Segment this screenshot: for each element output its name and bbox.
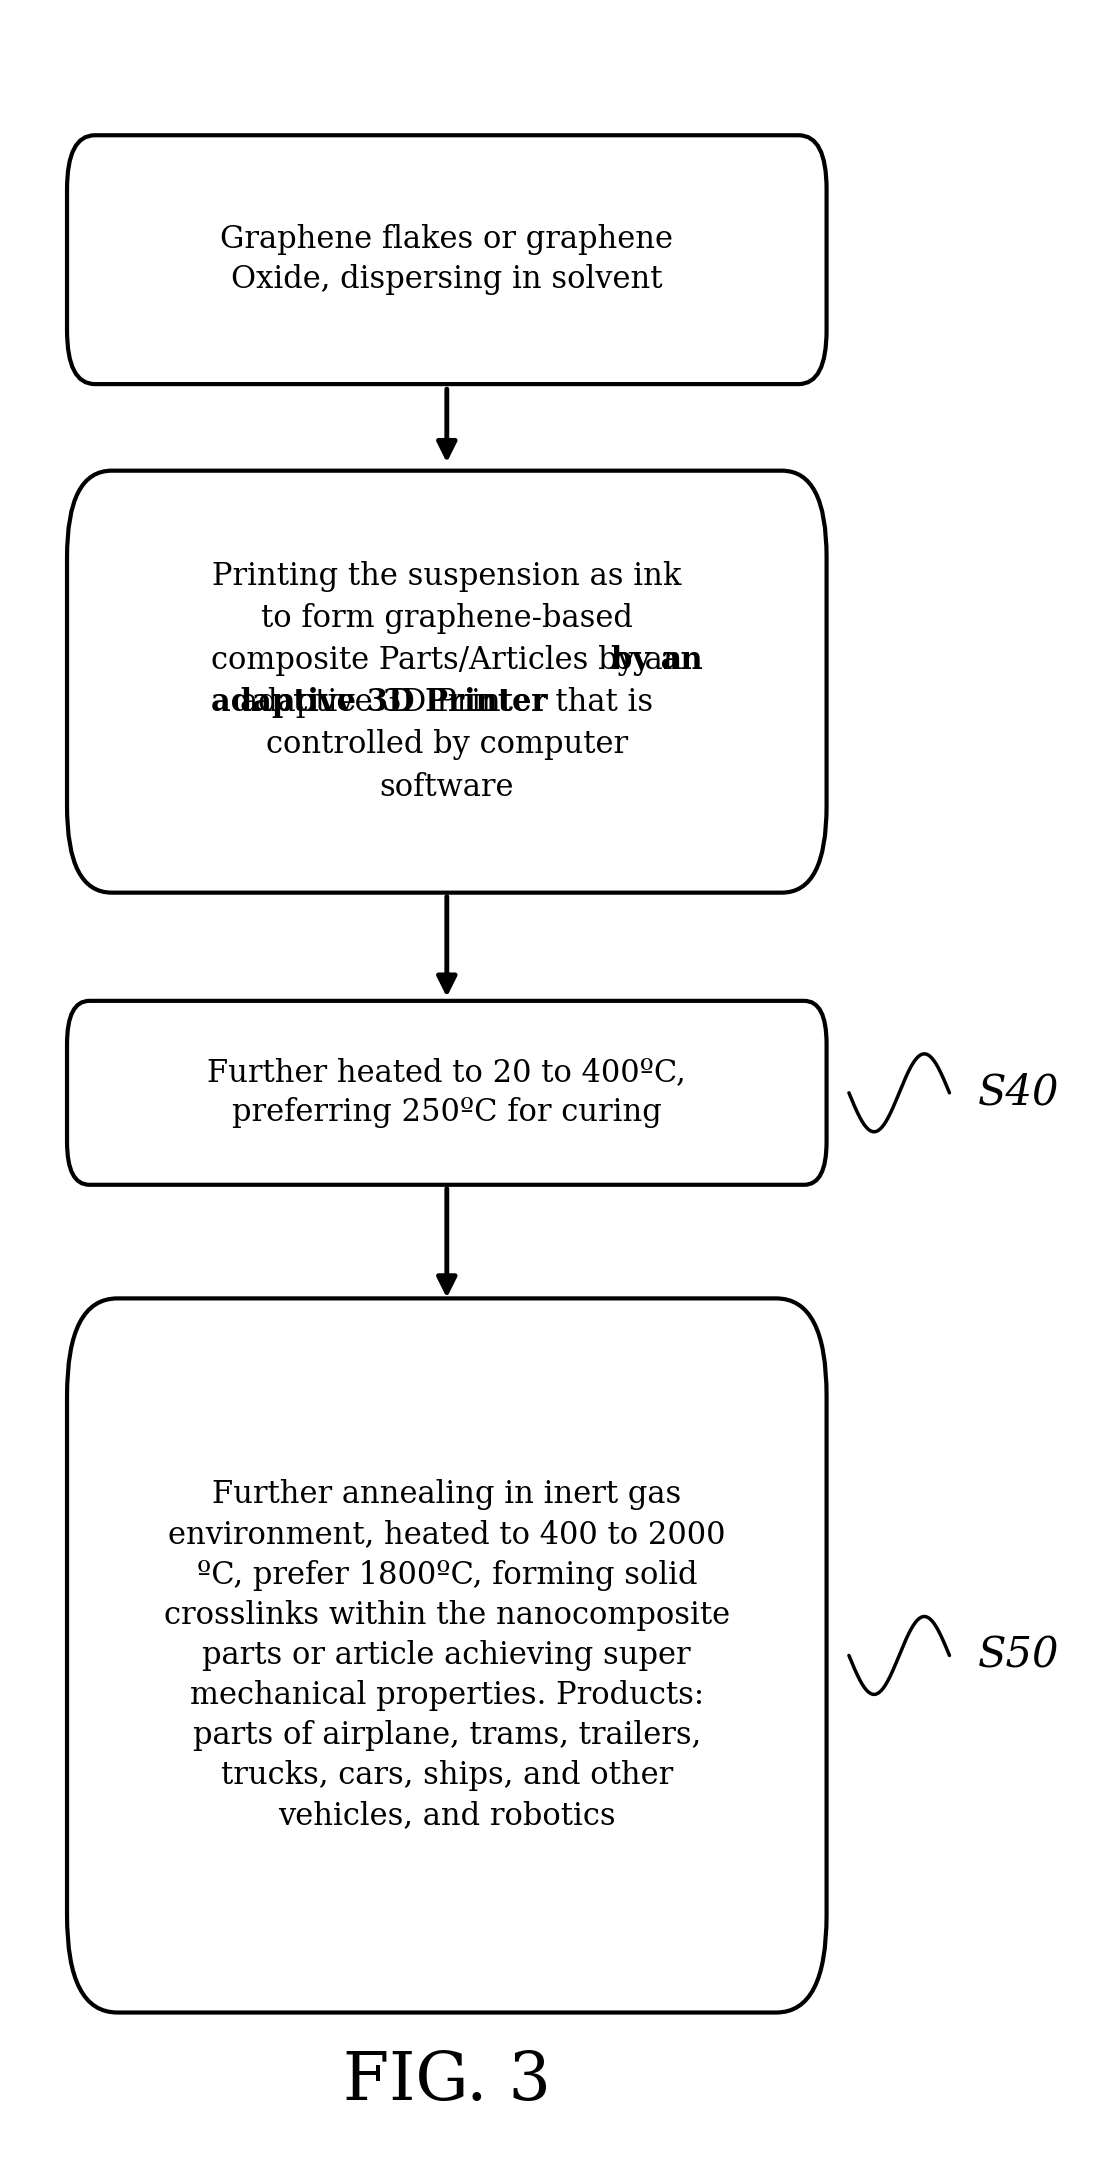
Text: by an: by an — [611, 645, 703, 675]
Text: Graphene flakes or graphene
Oxide, dispersing in solvent: Graphene flakes or graphene Oxide, dispe… — [220, 225, 674, 294]
Text: Further heated to 20 to 400ºC,
preferring 250ºC for curing: Further heated to 20 to 400ºC, preferrin… — [208, 1058, 686, 1127]
Text: S40: S40 — [977, 1071, 1059, 1114]
Text: adaptive 3D Printer that is: adaptive 3D Printer that is — [240, 688, 653, 718]
Text: to form graphene-based: to form graphene-based — [261, 604, 632, 634]
Text: FIG. 3: FIG. 3 — [343, 2049, 551, 2114]
Text: composite Parts/Articles by an: composite Parts/Articles by an — [211, 645, 682, 675]
FancyBboxPatch shape — [67, 134, 827, 385]
FancyBboxPatch shape — [67, 1000, 827, 1186]
Text: software: software — [380, 773, 514, 803]
Text: S50: S50 — [977, 1634, 1059, 1677]
FancyBboxPatch shape — [67, 472, 827, 892]
Text: Further annealing in inert gas
environment, heated to 400 to 2000
ºC, prefer 180: Further annealing in inert gas environme… — [164, 1480, 729, 1831]
Text: adaptive 3D Printer: adaptive 3D Printer — [211, 688, 548, 718]
FancyBboxPatch shape — [67, 1298, 827, 2013]
Text: controlled by computer: controlled by computer — [266, 729, 628, 760]
Text: Printing the suspension as ink: Printing the suspension as ink — [212, 560, 681, 591]
